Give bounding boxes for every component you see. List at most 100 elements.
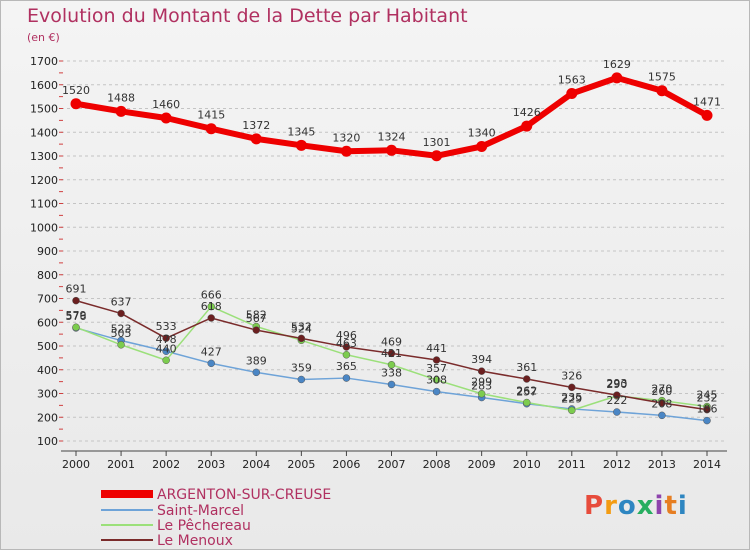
data-point bbox=[342, 374, 351, 382]
legend-entry: Le Pêchereau bbox=[157, 518, 251, 534]
data-label: 532 bbox=[291, 320, 312, 333]
data-label: 208 bbox=[651, 397, 672, 410]
x-tick-label: 2014 bbox=[693, 458, 721, 471]
data-point bbox=[613, 391, 621, 399]
data-label: 1575 bbox=[648, 71, 676, 84]
data-label: 567 bbox=[246, 312, 267, 325]
data-label: 582 bbox=[246, 309, 267, 322]
data-label: 505 bbox=[111, 327, 132, 340]
data-label: 293 bbox=[606, 377, 627, 390]
data-label: 308 bbox=[426, 374, 447, 387]
data-label: 637 bbox=[111, 295, 132, 308]
logo-letter: t bbox=[664, 491, 678, 521]
y-tick-label: 1600 bbox=[30, 79, 58, 92]
data-point bbox=[207, 302, 215, 311]
data-point bbox=[701, 109, 713, 121]
legend-entry: ARGENTON-SUR-CREUSE bbox=[157, 487, 331, 503]
grid-lines bbox=[61, 60, 727, 442]
data-label: 478 bbox=[156, 333, 177, 346]
axes: 100 200 300 400 500 600 700 800 900 1000 1100 1200 1… bbox=[30, 55, 727, 471]
proxiti-logo: Proxiti bbox=[584, 491, 688, 521]
data-label: 691 bbox=[66, 283, 87, 296]
data-label: 260 bbox=[651, 385, 672, 398]
x-tick-label: 2007 bbox=[378, 458, 406, 471]
data-point bbox=[611, 72, 623, 84]
data-label: 1563 bbox=[558, 74, 586, 87]
data-point bbox=[117, 309, 125, 318]
y-tick-label: 1200 bbox=[30, 174, 58, 187]
logo-letter: r bbox=[604, 491, 618, 521]
data-label: 299 bbox=[471, 376, 492, 389]
y-tick-label: 1700 bbox=[30, 55, 58, 68]
data-point bbox=[658, 411, 666, 420]
data-point bbox=[115, 105, 127, 117]
x-tick-label: 2012 bbox=[603, 458, 631, 471]
data-labels: 576 523 478 427 389 359 365 338 308 283 257 235 222 2… bbox=[62, 58, 721, 416]
data-label: 326 bbox=[561, 369, 582, 382]
data-point bbox=[342, 343, 351, 351]
x-tick-label: 2009 bbox=[468, 458, 496, 471]
data-label: 421 bbox=[381, 347, 402, 360]
data-label: 1345 bbox=[287, 125, 315, 138]
data-point bbox=[522, 375, 531, 383]
logo-letter: x bbox=[636, 491, 655, 521]
data-point bbox=[117, 341, 125, 349]
data-label: 359 bbox=[291, 361, 312, 374]
data-point bbox=[72, 296, 80, 305]
data-point bbox=[70, 98, 82, 110]
data-label: 232 bbox=[697, 392, 718, 405]
legend-entry: Le Menoux bbox=[157, 533, 233, 549]
data-label: 389 bbox=[246, 354, 267, 367]
x-tick-label: 2006 bbox=[332, 458, 360, 471]
data-label: 1372 bbox=[242, 119, 270, 132]
data-label: 1301 bbox=[423, 136, 451, 149]
data-point bbox=[297, 334, 306, 343]
data-label: 427 bbox=[201, 345, 222, 358]
x-tick-label: 2004 bbox=[242, 458, 270, 471]
data-label: 523 bbox=[111, 323, 132, 336]
data-point bbox=[522, 398, 531, 407]
x-tick-label: 2000 bbox=[62, 458, 90, 471]
data-label: 524 bbox=[291, 322, 312, 335]
data-label: 1324 bbox=[378, 130, 406, 143]
data-label: 270 bbox=[651, 383, 672, 396]
data-label: 576 bbox=[66, 310, 87, 323]
y-tick-label: 1500 bbox=[30, 103, 58, 116]
data-label: 1488 bbox=[107, 91, 135, 104]
data-label: 290 bbox=[606, 378, 627, 391]
data-point bbox=[432, 356, 441, 364]
series-layer bbox=[70, 72, 713, 425]
data-label: 357 bbox=[426, 362, 447, 375]
data-point bbox=[477, 367, 486, 375]
legend-entry: Saint-Marcel bbox=[157, 503, 244, 519]
y-tick-label: 100 bbox=[37, 435, 58, 448]
x-tick-label: 2003 bbox=[197, 458, 225, 471]
data-point bbox=[703, 405, 711, 414]
data-point bbox=[431, 150, 443, 162]
data-point bbox=[386, 144, 397, 156]
data-label: 1340 bbox=[468, 127, 496, 140]
x-tick-label: 2011 bbox=[558, 458, 586, 471]
y-tick-label: 900 bbox=[37, 245, 58, 258]
y-tick-label: 700 bbox=[37, 293, 58, 306]
data-point bbox=[566, 88, 578, 100]
data-point bbox=[387, 361, 396, 369]
x-tick-label: 2010 bbox=[513, 458, 541, 471]
data-point bbox=[477, 389, 486, 398]
data-point bbox=[658, 399, 666, 407]
data-point bbox=[162, 356, 170, 364]
data-label: 338 bbox=[381, 366, 402, 379]
data-point bbox=[387, 349, 396, 358]
data-label: 469 bbox=[381, 335, 402, 348]
logo-letter: o bbox=[617, 491, 637, 521]
data-label: 533 bbox=[156, 320, 177, 333]
data-point bbox=[340, 145, 352, 157]
x-tick-label: 2013 bbox=[648, 458, 676, 471]
data-point bbox=[656, 85, 668, 97]
data-label: 1629 bbox=[603, 58, 631, 71]
data-label: 262 bbox=[516, 385, 537, 398]
data-label: 235 bbox=[561, 391, 582, 404]
